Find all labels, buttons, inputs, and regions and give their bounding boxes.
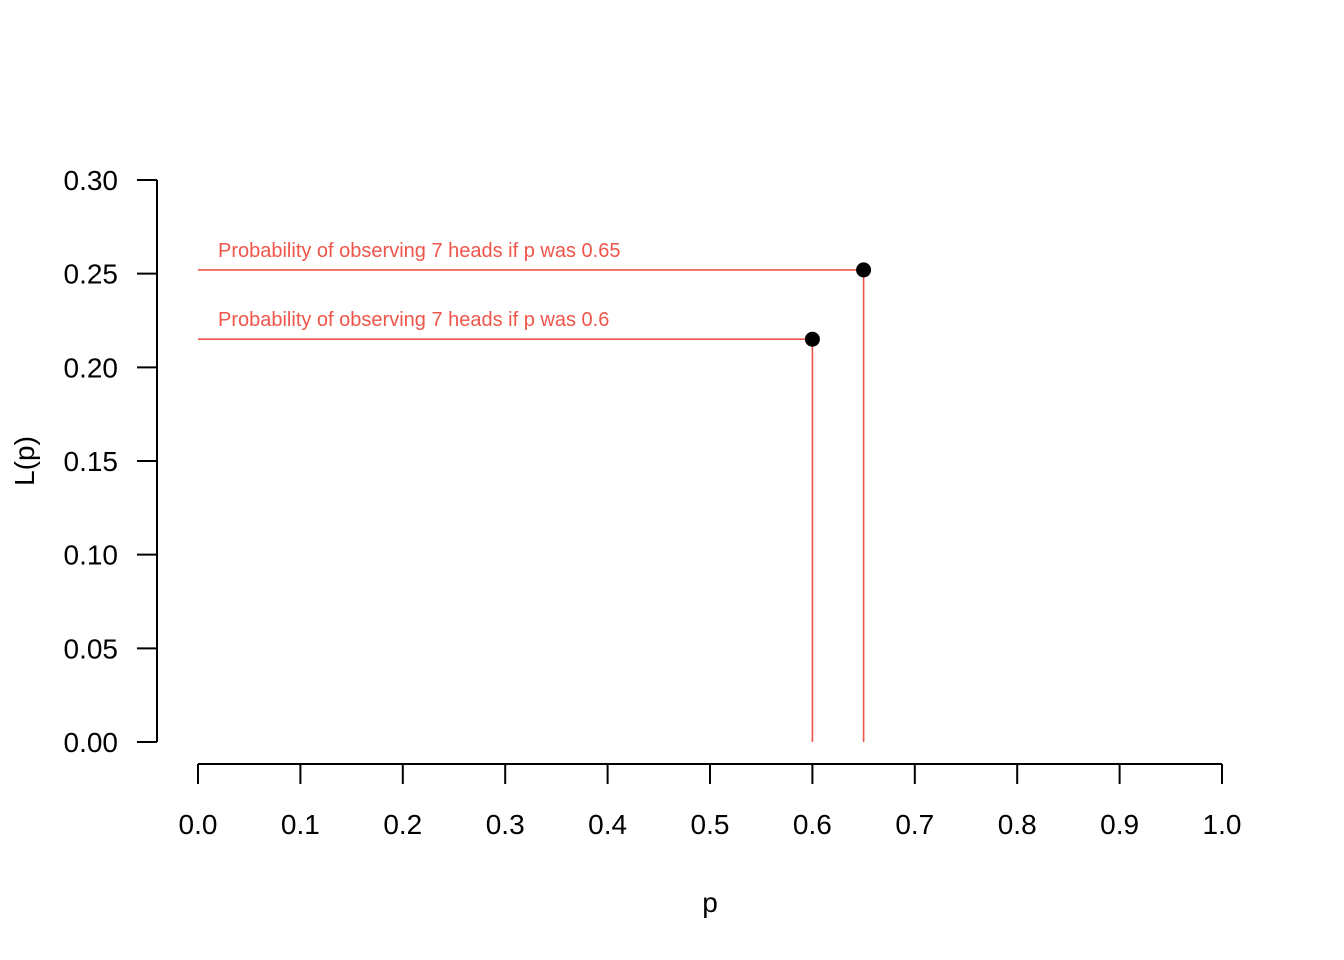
x-tick-label: 0.9 <box>1100 809 1139 840</box>
y-tick-label: 0.10 <box>64 540 119 571</box>
x-axis: 0.0 0.1 0.2 0.3 0.4 0.5 0.6 0.7 0.8 0.9 1.0 <box>179 763 1242 840</box>
y-axis-title: L(p) <box>9 436 40 486</box>
x-tick-label: 0.2 <box>383 809 422 840</box>
x-tick-label: 0.0 <box>179 809 218 840</box>
x-tick-label: 0.6 <box>793 809 832 840</box>
annotations: Probability of observing 7 heads if p wa… <box>218 240 620 331</box>
x-tick-label: 0.1 <box>281 809 320 840</box>
data-point <box>804 331 820 347</box>
y-axis: 0.00 0.05 0.10 0.15 0.20 0.25 0.30 <box>64 165 158 758</box>
x-tick-label: 0.3 <box>486 809 525 840</box>
y-tick-label: 0.00 <box>64 727 119 758</box>
point-annotation: Probability of observing 7 heads if p wa… <box>218 309 609 331</box>
x-axis-title: p <box>702 887 718 918</box>
guide-lines <box>198 269 865 742</box>
y-tick-label: 0.30 <box>64 165 119 196</box>
data-points <box>804 262 872 347</box>
y-tick-label: 0.25 <box>64 259 119 290</box>
y-tick-label: 0.20 <box>64 352 119 383</box>
point-annotation: Probability of observing 7 heads if p wa… <box>218 240 620 262</box>
x-tick-label: 0.7 <box>895 809 934 840</box>
y-tick-label: 0.05 <box>64 633 119 664</box>
data-point <box>856 262 872 278</box>
y-tick-label: 0.15 <box>64 446 119 477</box>
x-tick-label: 0.8 <box>998 809 1037 840</box>
x-tick-label: 1.0 <box>1203 809 1242 840</box>
x-tick-label: 0.4 <box>588 809 627 840</box>
x-tick-label: 0.5 <box>691 809 730 840</box>
